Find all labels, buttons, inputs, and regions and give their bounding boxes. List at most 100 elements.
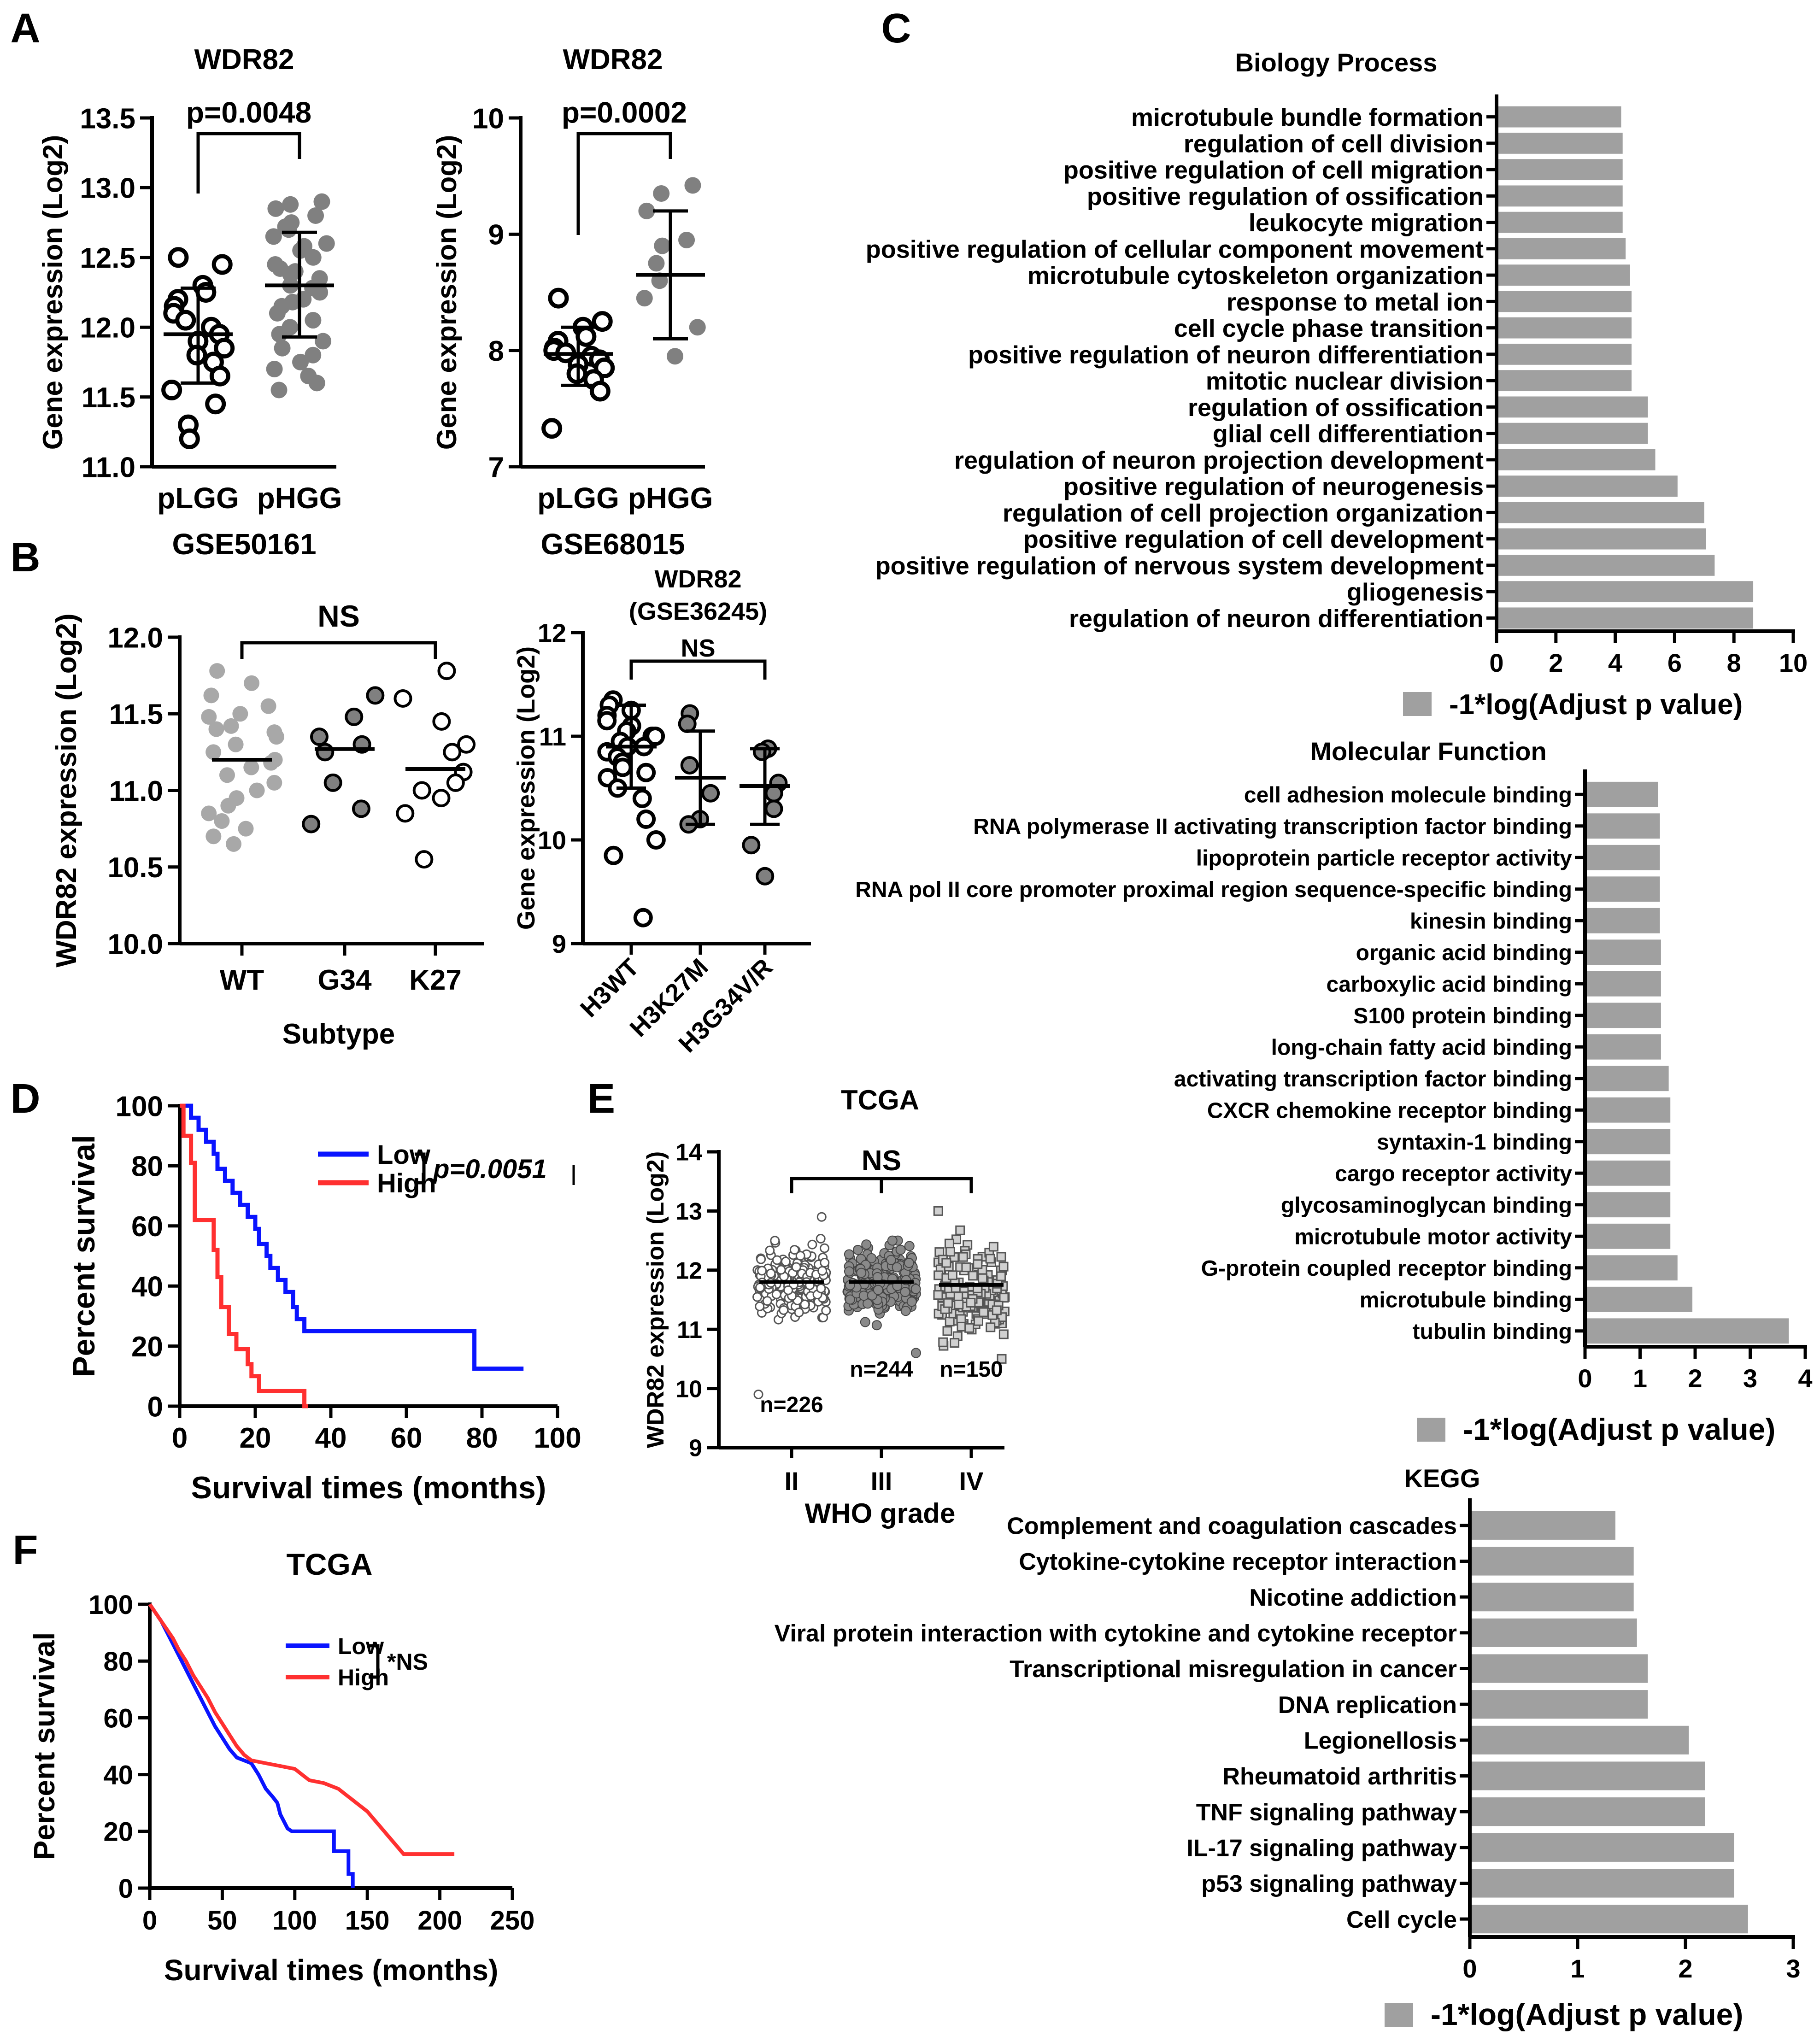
panel-c1-category-label: positive regulation of neurogenesis <box>1063 473 1484 501</box>
panel-e-data-point <box>954 1299 964 1309</box>
panel-e-data-point <box>755 1283 765 1293</box>
panel-c2-category-label: lipoprotein particle receptor activity <box>1196 846 1573 871</box>
panel-e-data-point <box>961 1262 971 1272</box>
panel-a1-data-point <box>270 381 288 399</box>
panel-e-data-point <box>752 1292 763 1302</box>
panel-c1-category-label: regulation of cell projection organizati… <box>1003 499 1484 527</box>
panel-a2-data-point <box>575 326 597 347</box>
panel-b2-data-point <box>636 763 656 782</box>
panel-e-data-point <box>791 1262 801 1272</box>
panel-c2-category-label: long-chain fatty acid binding <box>1271 1036 1572 1060</box>
panel-d-p-value: p=0.0051 <box>432 1154 547 1184</box>
panel-b2-data-point <box>636 810 656 829</box>
panel-e-data-point <box>861 1239 872 1250</box>
panel-e-data-point <box>895 1244 906 1255</box>
panel-b1-data-point <box>443 743 462 762</box>
panel-e-data-point <box>816 1284 826 1294</box>
panel-c1-category-label: positive regulation of cellular componen… <box>866 235 1484 263</box>
panel-e-data-point <box>858 1291 869 1301</box>
panel-e-data-point <box>955 1225 965 1235</box>
panel-e-data-point <box>771 1289 781 1299</box>
panel-a1-data-point <box>280 221 297 238</box>
panel-c1-category-label: leukocyte migration <box>1249 209 1484 237</box>
panel-c2-bar <box>1585 813 1660 839</box>
panel-b1-y-label: WDR82 expression (Log2) <box>51 613 82 967</box>
panel-c1-bar <box>1497 343 1632 365</box>
panel-d-y-tick-label: 0 <box>147 1391 163 1423</box>
panel-c1-bar <box>1497 291 1632 312</box>
panel-a1-data-point <box>214 338 235 359</box>
panel-b1-data-point <box>323 773 342 792</box>
panel-e-n-label: n=244 <box>850 1357 913 1382</box>
panel-e-data-point <box>900 1306 911 1316</box>
panel-e-data-point <box>816 1212 827 1222</box>
panel-e-data-point <box>755 1301 765 1311</box>
panel-c2-category-label: cell adhesion molecule binding <box>1244 783 1572 808</box>
panel-c1-bar <box>1497 317 1632 339</box>
panel-b2-data-point <box>604 845 623 865</box>
panel-b2-subtitle: (GSE36245) <box>629 598 767 625</box>
panel-b1-data-point <box>366 686 385 705</box>
panel-c3-bar <box>1470 1583 1634 1612</box>
panel-b2-data-point <box>632 789 652 808</box>
panel-b1-data-point <box>220 798 236 814</box>
panel-b2-data-point <box>646 830 666 850</box>
panel-c3-bar <box>1470 1833 1734 1862</box>
panel-e-data-point <box>892 1262 902 1273</box>
panel-d-y-tick-label: 40 <box>131 1271 163 1303</box>
panel-b2-data-point <box>597 711 617 731</box>
panel-letter-c: C <box>881 6 911 52</box>
panel-c1-bar <box>1497 211 1623 233</box>
panel-b1-y-tick-label: 12.0 <box>107 622 163 654</box>
panel-c1-bar <box>1497 607 1754 629</box>
panel-e-data-point <box>968 1271 978 1281</box>
panel-a1-p-value: p=0.0048 <box>186 96 311 129</box>
panel-e-y-tick-label: 9 <box>689 1435 702 1462</box>
panel-a1-data-point <box>205 393 226 415</box>
panel-b1-data-point <box>201 709 217 725</box>
panel-c3-category-label: Nicotine addiction <box>1249 1584 1457 1611</box>
panel-e-data-point <box>904 1241 915 1251</box>
panel-e-data-point <box>845 1294 855 1305</box>
panel-c1-legend-swatch <box>1403 692 1432 716</box>
panel-b1-data-point <box>203 687 219 704</box>
panel-b2-y-tick-label: 11 <box>539 722 566 751</box>
panel-b1-data-point <box>316 743 335 762</box>
panel-a2-data-point <box>548 288 569 309</box>
panel-c3-legend-label: -1*log(Adjust p value) <box>1431 1997 1743 2031</box>
panel-c2-bar <box>1585 1286 1693 1312</box>
panel-letter-d: D <box>11 1076 41 1122</box>
panel-a1-data-point <box>307 207 324 224</box>
panel-c2-category-label: syntaxin-1 binding <box>1377 1130 1572 1155</box>
panel-c2-bar <box>1585 1003 1661 1028</box>
panel-b1-data-point <box>266 775 282 791</box>
panel-c1-category-label: cell cycle phase transition <box>1174 315 1484 342</box>
panel-c3-category-label: p53 signaling pathway <box>1201 1871 1457 1897</box>
panel-b2-y-tick-label: 9 <box>552 929 566 958</box>
panel-f-y-label: Percent survival <box>28 1632 61 1860</box>
panel-c3-bar <box>1470 1511 1615 1540</box>
panel-c2-x-tick-label: 0 <box>1578 1364 1592 1393</box>
panel-e-data-point <box>992 1305 1002 1315</box>
panel-b1-data-point <box>345 707 364 726</box>
panel-c1-title: Biology Process <box>1235 48 1438 77</box>
panel-a1-data-point <box>265 228 282 245</box>
panel-c2-category-label: CXCR chemokine receptor binding <box>1207 1099 1572 1123</box>
panel-b2-data-point <box>752 742 771 761</box>
panel-a2-dataset-label: GSE68015 <box>540 528 685 561</box>
panel-a2-data-point <box>638 202 655 219</box>
panel-b1-y-tick-label: 11.5 <box>109 699 163 731</box>
panel-c3-bar <box>1470 1618 1637 1647</box>
panel-e-y-tick-label: 12 <box>675 1258 702 1285</box>
panel-e-data-point <box>844 1249 854 1260</box>
panel-e-data-point <box>817 1266 828 1276</box>
panel-c3-x-tick-label: 0 <box>1462 1954 1477 1983</box>
panel-e-data-point <box>986 1322 996 1332</box>
panel-a1-data-point <box>269 305 286 322</box>
panel-b1-data-point <box>209 663 225 679</box>
panel-c2-category-label: glycosaminoglycan binding <box>1281 1193 1572 1218</box>
panel-a1-x-tick-label: pHGG <box>257 481 342 515</box>
panel-e-data-point <box>816 1233 826 1244</box>
panel-f-p-value: *NS <box>387 1649 428 1675</box>
panel-c1-bar <box>1497 106 1621 128</box>
